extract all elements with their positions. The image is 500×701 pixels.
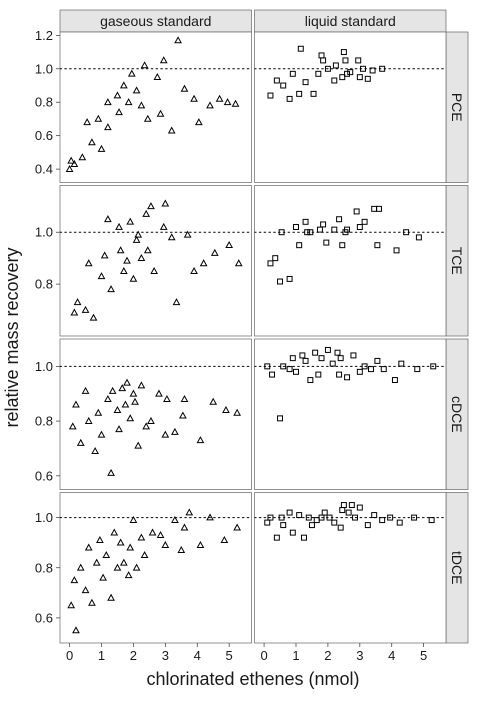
facet-grid-chart: gaseous standard liquid standard PCE TCE cDC… [0,0,500,701]
x-tick-label: 2 [324,648,331,663]
x-tick-label: 3 [162,648,169,663]
col-strip-label: liquid standard [305,13,396,29]
x-tick-label: 0 [260,648,267,663]
panel-3-0 [60,493,252,644]
y-tick-label: 0.4 [35,162,53,177]
y-tick-label: 0.8 [35,560,53,575]
panel-2-1 [255,339,447,490]
row-strip-label: PCE [449,93,465,122]
y-tick-label: 0.6 [35,128,53,143]
panel-0-0 [60,32,252,183]
y-tick-label: 1.0 [35,510,53,525]
y-axis-title: relative mass recovery [2,247,22,427]
x-tick-label: 4 [388,648,395,663]
row-strip-label: cDCE [449,396,465,433]
y-tick-label: 1.0 [35,61,53,76]
row-strip-label: tDCE [449,551,465,584]
panel-2-0 [60,339,252,490]
panel-0-1 [255,32,447,183]
x-tick-label: 1 [98,648,105,663]
y-tick-label: 1.0 [35,359,53,374]
x-tick-label: 1 [292,648,299,663]
y-tick-label: 0.8 [35,414,53,429]
x-tick-label: 0 [66,648,73,663]
x-axis-title: chlorinated ethenes (nmol) [146,669,359,689]
y-tick-label: 0.8 [35,95,53,110]
col-strip-label: gaseous standard [100,13,211,29]
y-tick-label: 0.6 [35,610,53,625]
y-tick-label: 1.2 [35,28,53,43]
y-tick-label: 1.0 [35,225,53,240]
x-tick-label: 2 [130,648,137,663]
panel-1-1 [255,186,447,337]
x-tick-label: 5 [226,648,233,663]
x-tick-label: 5 [420,648,427,663]
x-tick-label: 4 [194,648,201,663]
y-tick-label: 0.6 [35,468,53,483]
x-tick-label: 3 [356,648,363,663]
row-strip-label: TCE [449,247,465,275]
y-tick-label: 0.8 [35,277,53,292]
